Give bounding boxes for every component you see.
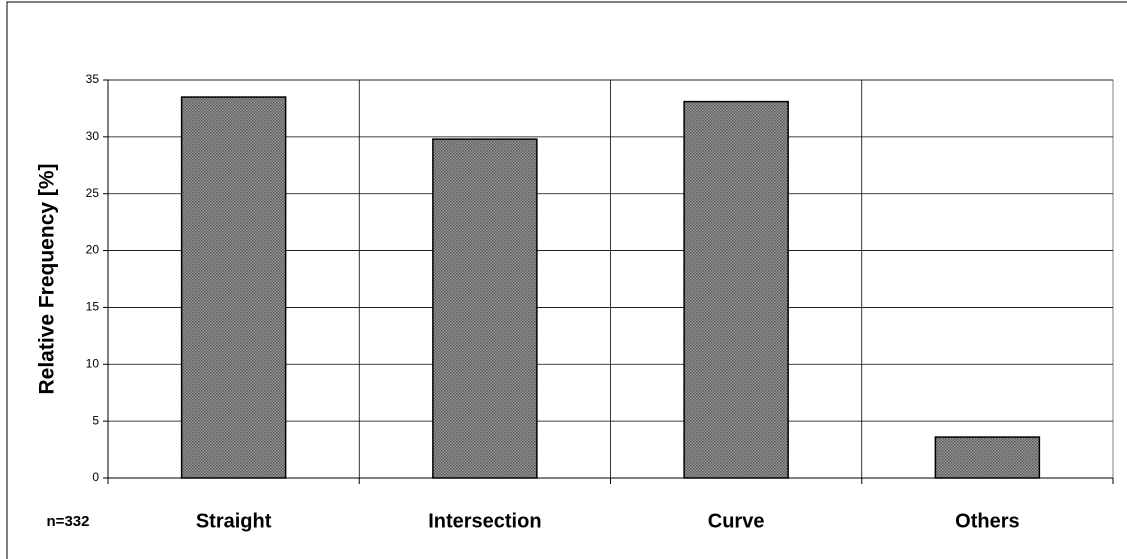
x-tick-label: Others xyxy=(955,510,1019,532)
y-tick-label: 30 xyxy=(86,129,100,143)
y-tick-label: 20 xyxy=(86,243,100,257)
y-tick-label: 25 xyxy=(86,186,100,200)
y-tick-label: 35 xyxy=(86,72,100,86)
y-tick-label: 15 xyxy=(86,300,100,314)
x-tick-label: Intersection xyxy=(428,510,541,532)
y-tick-label: 5 xyxy=(92,413,99,427)
y-tick-label: 0 xyxy=(92,470,99,484)
x-tick-label: Curve xyxy=(708,510,765,532)
y-axis-label: Relative Frequency [%] xyxy=(36,163,59,394)
chart-border xyxy=(6,1,1127,559)
x-tick-label: Straight xyxy=(196,510,272,532)
bar xyxy=(180,96,287,479)
bar xyxy=(683,100,789,479)
annotation: n=332 xyxy=(47,513,90,530)
y-tick-label: 10 xyxy=(86,356,100,370)
bar xyxy=(934,436,1041,479)
bar xyxy=(432,138,538,479)
